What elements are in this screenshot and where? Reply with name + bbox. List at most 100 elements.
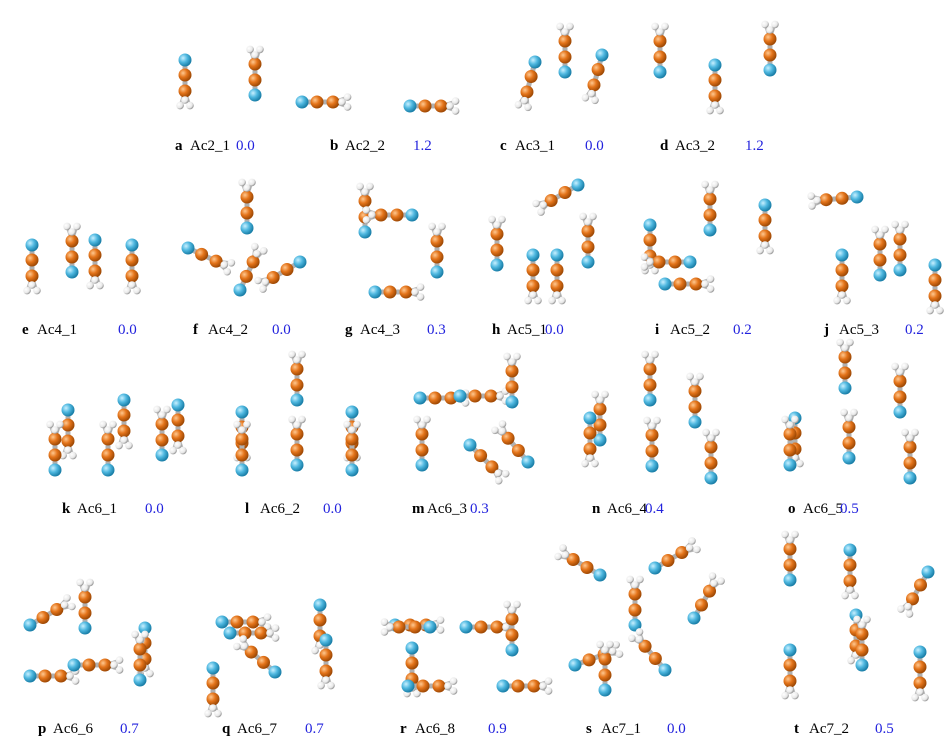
nitrogen-atom	[874, 269, 887, 282]
molecule	[182, 242, 236, 276]
hydrogen-atom	[646, 356, 654, 364]
relative-energy: 0.7	[120, 721, 139, 737]
hydrogen-atom	[128, 281, 136, 289]
nitrogen-atom	[346, 464, 359, 477]
carbon-atom	[409, 621, 422, 634]
carbon-atom	[584, 443, 597, 456]
nitrogen-atom	[522, 456, 535, 469]
hydrogen-atom	[916, 688, 924, 696]
molecule	[701, 181, 719, 237]
molecule	[911, 646, 929, 702]
hydrogen-atom	[717, 577, 725, 585]
carbon-atom	[644, 379, 657, 392]
structure-name: Ac4_1	[37, 322, 77, 338]
hydrogen-atom	[63, 594, 71, 602]
nitrogen-atom	[414, 392, 427, 405]
nitrogen-atom	[704, 224, 717, 237]
hydrogen-atom	[496, 392, 504, 400]
nitrogen-atom	[424, 621, 437, 634]
molecule	[807, 191, 863, 210]
nitrogen-atom	[497, 680, 510, 693]
nitrogen-atom	[216, 616, 229, 629]
nitrogen-atom	[134, 674, 147, 687]
carbon-atom	[62, 435, 75, 448]
carbon-atom	[914, 677, 927, 690]
hydrogen-atom	[51, 426, 59, 434]
carbon-atom	[520, 85, 533, 98]
nitrogen-atom	[156, 449, 169, 462]
carbon-atom	[843, 421, 856, 434]
structure-name: Ac5_2	[670, 322, 710, 338]
nitrogen-atom	[784, 644, 797, 657]
relative-energy: 0.5	[840, 501, 859, 517]
carbon-atom	[134, 659, 147, 672]
molecule	[169, 399, 187, 455]
carbon-atom	[709, 74, 722, 87]
nitrogen-atom	[464, 439, 477, 452]
hydrogen-atom	[813, 197, 821, 205]
hydrogen-atom	[561, 28, 569, 36]
relative-energy: 0.0	[145, 501, 164, 517]
carbon-atom	[820, 193, 833, 206]
molecule	[556, 23, 574, 79]
carbon-atom	[291, 444, 304, 457]
molecule	[659, 275, 715, 293]
carbon-atom	[416, 428, 429, 441]
carbon-atom	[844, 559, 857, 572]
hydrogen-atom	[262, 278, 270, 286]
nitrogen-atom	[182, 242, 195, 255]
nitrogen-atom	[236, 406, 249, 419]
hydrogen-atom	[502, 470, 510, 478]
molecule	[582, 49, 609, 105]
hydrogen-atom	[181, 96, 189, 104]
hydrogen-atom	[897, 605, 905, 613]
carbon-atom	[429, 392, 442, 405]
molecule	[238, 179, 256, 235]
structure-name: Ac5_3	[839, 322, 879, 338]
molecule	[24, 594, 76, 631]
structure-name: Ac7_1	[601, 721, 641, 737]
panel-letter: i	[655, 322, 659, 338]
carbon-atom	[207, 677, 220, 690]
hydrogen-atom	[446, 102, 454, 110]
molecule	[503, 353, 521, 409]
nitrogen-atom	[784, 574, 797, 587]
hydrogen-atom	[906, 610, 914, 618]
molecule	[702, 429, 720, 485]
carbon-atom	[406, 657, 419, 670]
relative-energy: 0.4	[645, 501, 664, 517]
molecule	[641, 351, 659, 407]
molecule	[76, 579, 93, 635]
hydrogen-atom	[524, 104, 532, 112]
carbon-atom	[646, 445, 659, 458]
hydrogen-atom	[931, 301, 939, 309]
nitrogen-atom	[551, 249, 564, 262]
hydrogen-atom	[64, 446, 72, 454]
nitrogen-atom	[24, 619, 37, 632]
hydrogen-atom	[896, 226, 904, 234]
nitrogen-atom	[836, 249, 849, 262]
nitrogen-atom	[26, 239, 39, 252]
molecule	[454, 387, 510, 405]
nitrogen-atom	[269, 666, 282, 679]
carbon-atom	[49, 449, 62, 462]
molecule	[836, 339, 854, 395]
molecule	[532, 179, 584, 216]
molecule	[840, 409, 858, 465]
panel-letter: m	[412, 501, 425, 517]
nitrogen-atom	[79, 622, 92, 635]
hydrogen-atom	[904, 603, 912, 611]
hydrogen-atom	[418, 421, 426, 429]
nitrogen-atom	[856, 659, 869, 672]
hydrogen-atom	[368, 211, 376, 219]
carbon-atom	[527, 280, 540, 293]
molecule	[176, 54, 194, 110]
panel-letter: t	[794, 721, 799, 737]
carbon-atom	[346, 433, 359, 446]
carbon-atom	[704, 209, 717, 222]
carbon-atom	[836, 264, 849, 277]
hydrogen-atom	[906, 434, 914, 442]
carbon-atom	[311, 96, 324, 109]
carbon-atom	[587, 78, 600, 91]
carbon-atom	[689, 401, 702, 414]
